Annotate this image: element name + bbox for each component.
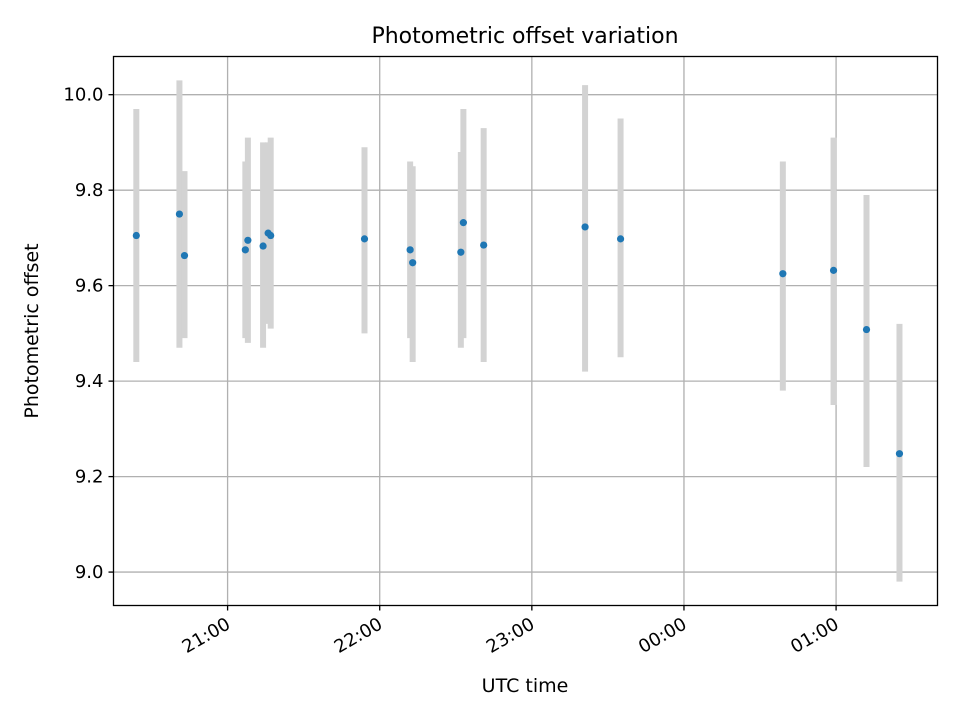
data-point xyxy=(581,223,589,231)
y-tick-label: 9.2 xyxy=(75,467,104,488)
data-point xyxy=(175,210,184,218)
data-point xyxy=(180,251,189,260)
data-point xyxy=(459,219,467,227)
y-axis-ticks: 9.0 9.2 9.4 9.6 9.8 10.0 xyxy=(63,85,114,583)
data-point xyxy=(862,325,871,334)
y-axis-label: Photometric offset xyxy=(21,243,43,418)
data-point xyxy=(895,450,904,458)
y-tick-label: 9.0 xyxy=(75,562,104,583)
plot-frame xyxy=(112,55,939,607)
x-axis-label: UTC time xyxy=(482,675,569,697)
data-point xyxy=(409,259,417,267)
data-point xyxy=(132,231,140,240)
data-point xyxy=(406,246,414,254)
y-tick-label: 10.0 xyxy=(63,85,103,106)
data-point xyxy=(267,231,275,240)
data-point xyxy=(259,242,267,250)
data-points xyxy=(132,210,904,458)
data-point xyxy=(244,236,252,244)
data-point xyxy=(480,241,488,249)
y-tick-label: 9.6 xyxy=(75,276,104,297)
data-point xyxy=(779,270,787,278)
y-tick-label: 9.8 xyxy=(75,180,104,201)
data-point xyxy=(457,248,465,256)
chart-title: Photometric offset variation xyxy=(371,24,678,49)
data-point xyxy=(241,246,249,254)
data-point xyxy=(360,235,369,243)
data-point xyxy=(829,266,838,274)
y-tick-label: 9.4 xyxy=(75,371,104,392)
data-point xyxy=(616,235,625,243)
